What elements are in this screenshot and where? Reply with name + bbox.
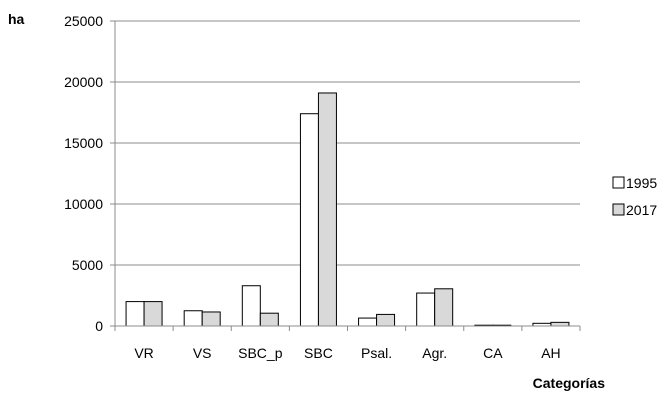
legend-swatch-2017 <box>612 203 625 216</box>
bar-AH-2017 <box>550 321 570 327</box>
x-tick-label-2: SBC_p <box>238 345 283 361</box>
x-tick-label-5: Agr. <box>422 345 447 361</box>
x-tick-label-4: Psal. <box>361 345 392 361</box>
x-tick-label-1: VS <box>193 345 212 361</box>
y-axis-title: ha <box>8 11 25 27</box>
x-tick-label-3: SBC <box>304 345 333 361</box>
bar-SBC-2017 <box>317 92 337 327</box>
bar-Psal.-1995 <box>358 317 378 327</box>
y-tick-label-3: 15000 <box>64 135 103 151</box>
legend-label-2017: 2017 <box>626 202 657 218</box>
bar-SBC_p-1995 <box>241 285 261 327</box>
legend-label-1995: 1995 <box>626 175 657 191</box>
y-tick-label-4: 20000 <box>64 74 103 90</box>
bar-SBC_p-2017 <box>259 312 279 327</box>
axes <box>114 21 581 331</box>
y-tick-label-0: 0 <box>95 318 103 334</box>
bars <box>125 92 570 327</box>
x-axis-title: Categorías <box>533 375 606 391</box>
y-tick-label-5: 25000 <box>64 13 103 29</box>
legend-swatch-1995 <box>612 176 625 189</box>
y-tick-label-1: 5000 <box>72 257 103 273</box>
bar-VS-2017 <box>201 311 221 327</box>
bar-VS-1995 <box>183 310 203 327</box>
legend: 1995 2017 <box>612 175 657 218</box>
x-tick-label-7: AH <box>541 345 560 361</box>
y-tick-label-2: 10000 <box>64 196 103 212</box>
x-tick-label-0: VR <box>134 345 153 361</box>
y-tick-labels: 0 5000 10000 15000 20000 25000 <box>64 13 103 334</box>
x-tick-label-6: CA <box>483 345 503 361</box>
bar-Psal.-2017 <box>376 313 396 327</box>
gridlines <box>110 20 580 327</box>
x-tick-labels: VR VS SBC_p SBC Psal. Agr. CA AH <box>134 345 560 361</box>
bar-VR-2017 <box>143 301 163 327</box>
bar-SBC-1995 <box>299 113 319 327</box>
bar-Agr.-1995 <box>416 292 436 327</box>
bar-Agr.-2017 <box>434 288 454 327</box>
bar-VR-1995 <box>125 301 145 327</box>
